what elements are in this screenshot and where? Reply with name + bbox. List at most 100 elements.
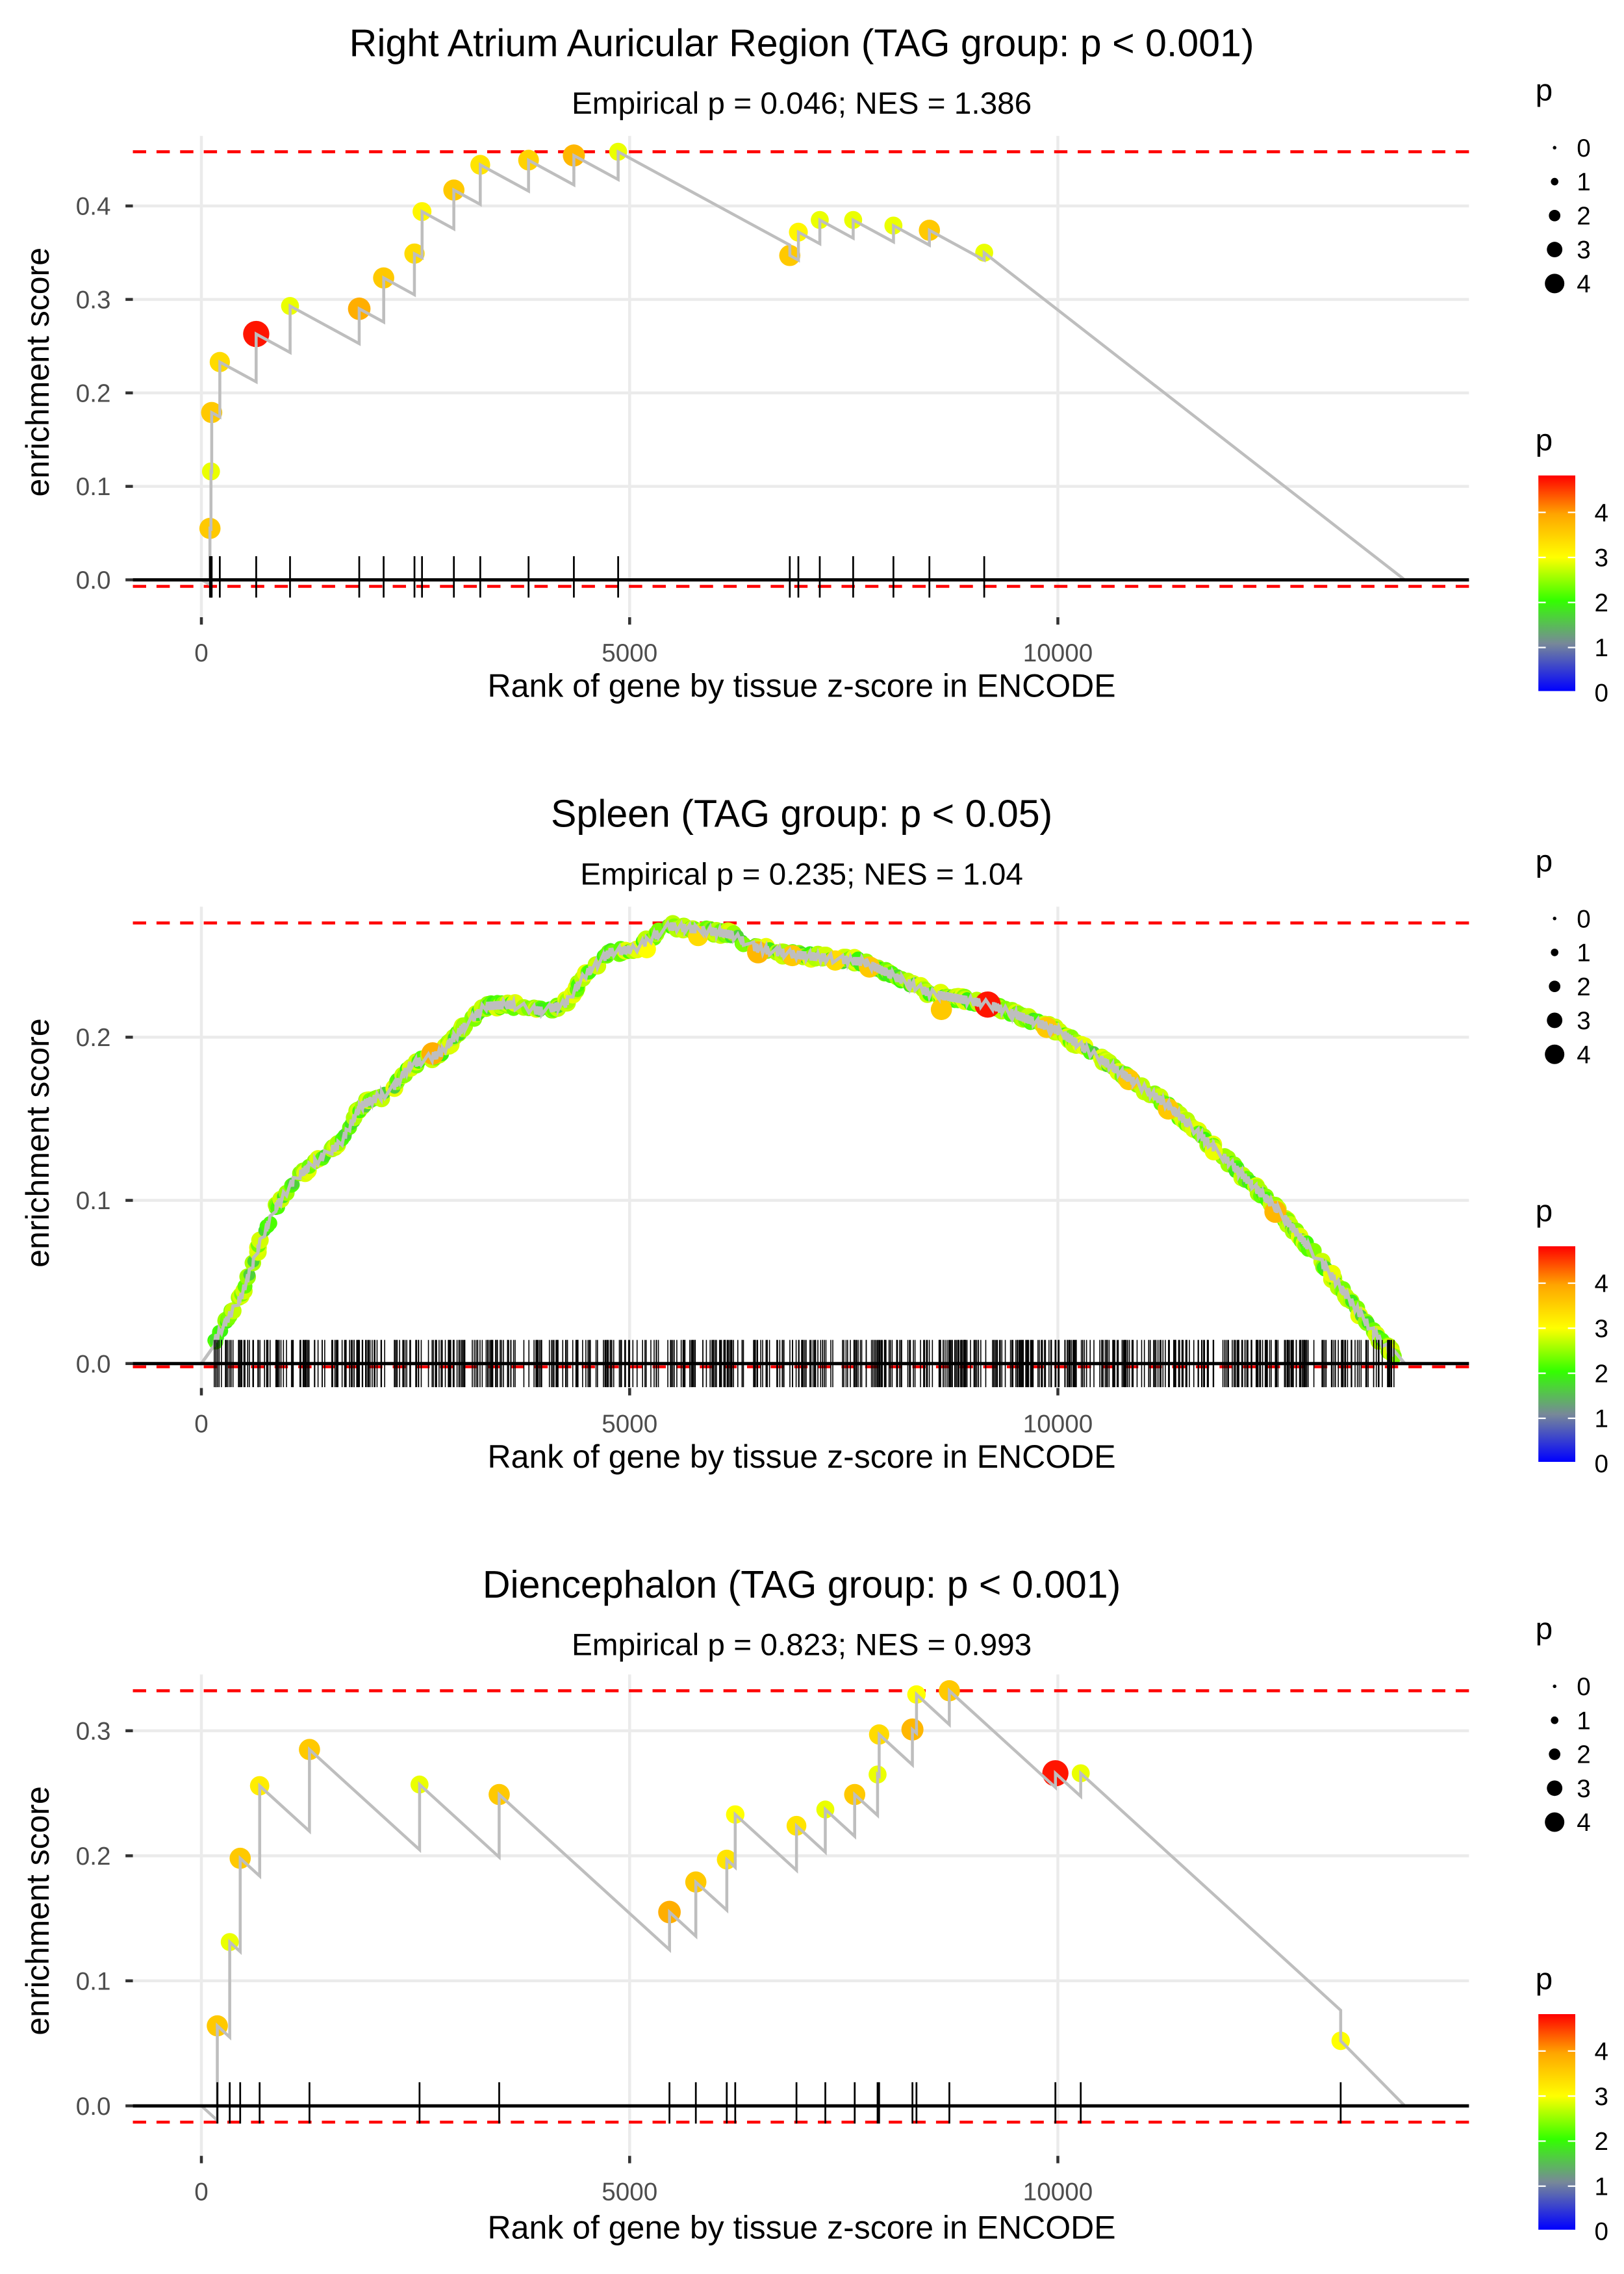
size-legend-title: p (1536, 73, 1553, 108)
size-legend-label: 0 (1577, 1673, 1590, 1701)
x-tick-label: 10000 (1023, 2178, 1093, 2206)
x-tick-label: 0 (194, 1411, 208, 1438)
colorbar-label: 1 (1595, 634, 1608, 662)
size-legend-label: 3 (1577, 236, 1590, 264)
colorbar-label: 1 (1595, 1405, 1608, 1433)
colorbar (1538, 475, 1575, 691)
hit-point (930, 999, 952, 1021)
size-legend-key (1549, 980, 1561, 993)
size-legend-key (1549, 1748, 1561, 1760)
panel-subtitle: Empirical p = 0.823; NES = 0.993 (572, 1628, 1032, 1663)
es-path (200, 1687, 1406, 2124)
y-tick-label: 0.1 (76, 473, 111, 501)
y-tick-label: 0.2 (76, 1843, 111, 1871)
plot-area: 0.0 0.1 0.2 0.3 0.4 0 5000 10000 (76, 136, 1469, 667)
x-tick-label: 5000 (602, 2178, 657, 2206)
x-tick-label: 10000 (1023, 639, 1093, 667)
colorbar-label: 0 (1595, 1450, 1608, 1478)
size-legend-key (1547, 1780, 1563, 1796)
size-legend-key (1545, 274, 1565, 294)
colorbar-label: 2 (1595, 589, 1608, 617)
size-legend-key (1549, 209, 1561, 222)
colorbar (1538, 1246, 1575, 1462)
size-legend-label: 4 (1577, 1041, 1590, 1069)
size-legend-label: 0 (1577, 905, 1590, 933)
colorbar-label: 0 (1595, 2218, 1608, 2246)
size-legend-key (1545, 1812, 1565, 1832)
x-tick-label: 0 (194, 639, 208, 667)
size-legend-label: 4 (1577, 1809, 1590, 1837)
y-tick-label: 0.1 (76, 1967, 111, 1995)
colorbar (1538, 2014, 1575, 2230)
y-tick-label: 0.1 (76, 1187, 111, 1215)
size-legend-key (1553, 146, 1556, 150)
color-legend-title: p (1536, 1961, 1553, 1996)
size-legend-label: 1 (1577, 939, 1590, 967)
y-tick-label: 0.4 (76, 193, 111, 221)
y-tick-label: 0.2 (76, 379, 111, 407)
size-legend-key (1547, 242, 1563, 258)
size-legend-label: 3 (1577, 1007, 1590, 1035)
size-legend-label: 4 (1577, 270, 1590, 298)
panel-1: Right Atrium Auricular Region (TAG group… (19, 21, 1608, 707)
colorbar-label: 3 (1595, 544, 1608, 572)
x-tick-label: 5000 (602, 639, 657, 667)
colorbar-label: 2 (1595, 1360, 1608, 1388)
y-tick-label: 0.0 (76, 567, 111, 594)
size-legend-label: 2 (1577, 202, 1590, 230)
x-tick-label: 5000 (602, 1411, 657, 1438)
y-axis-title: enrichment score (19, 248, 56, 496)
size-legend-key (1547, 1012, 1563, 1028)
color-legend-title: p (1536, 1194, 1553, 1229)
panel-subtitle: Empirical p = 0.046; NES = 1.386 (572, 86, 1032, 121)
color-legend-title: p (1536, 423, 1553, 457)
size-legend-label: 0 (1577, 134, 1590, 162)
es-path (200, 149, 1406, 587)
plot-area: 0.0 0.1 0.2 0 5000 10000 (76, 906, 1469, 1438)
es-path (199, 919, 1406, 1365)
size-legend-label: 1 (1577, 168, 1590, 196)
y-tick-label: 0.2 (76, 1024, 111, 1052)
y-tick-label: 0.3 (76, 286, 111, 314)
size-legend-key (1551, 177, 1558, 186)
size-legend-title: p (1536, 1612, 1553, 1646)
colorbar-label: 0 (1595, 680, 1608, 708)
colorbar-label: 2 (1595, 2128, 1608, 2156)
colorbar-label: 4 (1595, 1270, 1608, 1298)
colorbar-label: 4 (1595, 2038, 1608, 2065)
size-legend-key (1551, 1716, 1558, 1724)
panel-2: Spleen (TAG group: p < 0.05) Empirical p… (19, 793, 1608, 1478)
colorbar-label: 3 (1595, 1315, 1608, 1343)
colorbar-label: 4 (1595, 499, 1608, 527)
panel-3: Diencephalon (TAG group: p < 0.001) Empi… (19, 1563, 1608, 2246)
panel-subtitle: Empirical p = 0.235; NES = 1.04 (580, 857, 1023, 891)
colorbar-label: 1 (1595, 2173, 1608, 2201)
x-axis-title: Rank of gene by tissue z-score in ENCODE (488, 2209, 1116, 2245)
y-tick-label: 0.0 (76, 2093, 111, 2121)
panel-title: Diencephalon (TAG group: p < 0.001) (483, 1563, 1121, 1606)
size-legend-key (1551, 949, 1558, 956)
y-tick-label: 0.3 (76, 1718, 111, 1746)
size-legend-key (1553, 916, 1556, 921)
x-tick-label: 10000 (1023, 1411, 1093, 1438)
plot-area: 0.0 0.1 0.2 0.3 0 5000 10000 (76, 1674, 1469, 2206)
panel-title: Spleen (TAG group: p < 0.05) (551, 793, 1052, 836)
size-legend-key (1553, 1684, 1556, 1689)
size-legend-key (1545, 1044, 1565, 1064)
x-tick-label: 0 (194, 2178, 208, 2206)
size-legend-label: 3 (1577, 1775, 1590, 1803)
size-legend-label: 1 (1577, 1707, 1590, 1735)
x-axis-title: Rank of gene by tissue z-score in ENCODE (488, 668, 1116, 704)
y-tick-label: 0.0 (76, 1350, 111, 1378)
y-axis-title: enrichment score (19, 1018, 56, 1268)
panel-title: Right Atrium Auricular Region (TAG group… (349, 21, 1254, 64)
size-legend-title: p (1536, 844, 1553, 878)
size-legend-label: 2 (1577, 973, 1590, 1001)
size-legend-label: 2 (1577, 1741, 1590, 1769)
colorbar-label: 3 (1595, 2083, 1608, 2111)
y-axis-title: enrichment score (19, 1786, 56, 2036)
